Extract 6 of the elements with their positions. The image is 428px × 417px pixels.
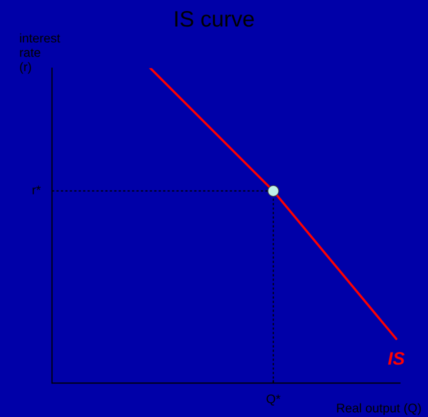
text: r* — [32, 186, 41, 194]
text: Q* — [266, 394, 280, 406]
y-axis-title: interest rate (r) — [20, 33, 60, 74]
chart-title: IS curve — [175, 11, 254, 27]
x-axis-title: Real output (Q) — [337, 403, 421, 415]
series-label: IS — [388, 352, 405, 365]
